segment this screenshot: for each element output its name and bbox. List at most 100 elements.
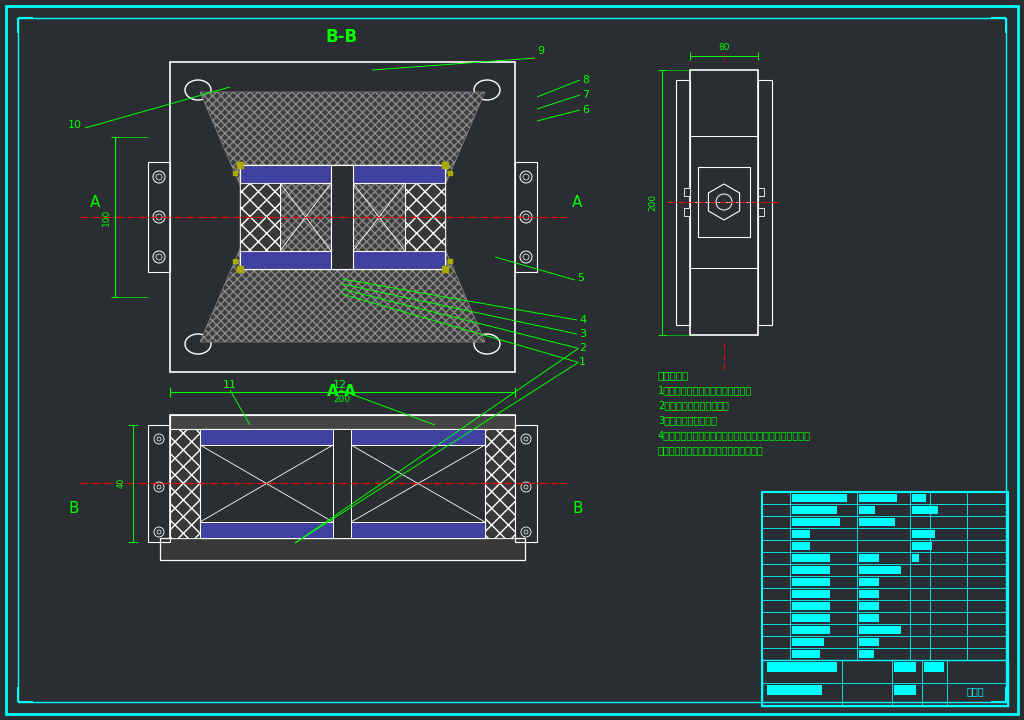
Text: A-A: A-A: [327, 384, 357, 399]
Bar: [200, 429, 485, 538]
Bar: [515, 162, 537, 272]
Text: A: A: [90, 195, 100, 210]
Bar: [170, 415, 515, 429]
Bar: [331, 165, 353, 269]
Bar: [912, 542, 932, 550]
Bar: [148, 425, 170, 542]
Text: 12: 12: [333, 380, 347, 390]
Bar: [894, 662, 916, 672]
Text: 10: 10: [68, 120, 82, 130]
Bar: [690, 70, 758, 335]
Text: 5: 5: [577, 273, 584, 283]
Text: B: B: [572, 501, 583, 516]
Bar: [160, 538, 525, 560]
Text: A: A: [572, 195, 583, 210]
Text: 1、工作缸筒内部装载黏簧支撑体；: 1、工作缸筒内部装载黏簧支撑体；: [658, 385, 753, 395]
Bar: [792, 578, 830, 586]
Bar: [859, 494, 897, 502]
Bar: [280, 183, 331, 251]
Bar: [240, 165, 445, 183]
Bar: [792, 614, 830, 622]
Text: B-B: B-B: [326, 28, 358, 46]
Bar: [353, 183, 406, 251]
Bar: [859, 614, 879, 622]
Text: 200: 200: [648, 194, 657, 210]
Bar: [676, 80, 690, 325]
Text: 80: 80: [718, 43, 730, 52]
Bar: [351, 445, 485, 522]
Bar: [684, 188, 690, 196]
Text: B: B: [68, 501, 79, 516]
Bar: [792, 518, 840, 526]
Bar: [859, 506, 874, 514]
Bar: [792, 602, 830, 610]
Bar: [792, 626, 830, 634]
Text: 3: 3: [579, 329, 586, 339]
Text: 1: 1: [579, 357, 586, 367]
Text: 4: 4: [579, 315, 586, 325]
Bar: [792, 494, 847, 502]
Bar: [859, 626, 901, 634]
Text: 7: 7: [582, 90, 589, 100]
Text: 制图员: 制图员: [967, 686, 984, 696]
Text: 4、工作过程中将磁随时钢接近活塞轴线线性复运动，控制: 4、工作过程中将磁随时钢接近活塞轴线线性复运动，控制: [658, 430, 811, 440]
Bar: [859, 590, 879, 598]
Bar: [792, 566, 830, 574]
Text: 8: 8: [582, 75, 589, 85]
Bar: [792, 542, 810, 550]
Bar: [170, 415, 515, 560]
Bar: [148, 162, 170, 272]
Text: 40: 40: [117, 478, 126, 488]
Bar: [767, 662, 837, 672]
Bar: [762, 660, 1008, 706]
Bar: [698, 167, 750, 237]
Bar: [859, 602, 879, 610]
Bar: [240, 183, 280, 251]
Bar: [200, 522, 485, 538]
Bar: [170, 415, 200, 538]
Polygon shape: [200, 92, 485, 342]
Bar: [859, 638, 879, 646]
Text: 3、活塞上钻导接孔；: 3、活塞上钻导接孔；: [658, 415, 717, 425]
Bar: [912, 530, 935, 538]
Bar: [792, 554, 830, 562]
Text: 6: 6: [582, 105, 589, 115]
Text: 2: 2: [579, 343, 586, 353]
Bar: [240, 165, 445, 269]
Bar: [924, 662, 944, 672]
Text: 100: 100: [102, 208, 111, 225]
Bar: [406, 183, 445, 251]
Bar: [792, 650, 820, 658]
Bar: [894, 685, 916, 695]
Text: 电流大小改变磁液充满浓稠的压力大小。: 电流大小改变磁液充满浓稠的压力大小。: [658, 445, 764, 455]
Bar: [758, 80, 772, 325]
Bar: [200, 445, 333, 522]
Bar: [515, 425, 537, 542]
Bar: [170, 62, 515, 372]
Bar: [792, 506, 837, 514]
Bar: [758, 208, 764, 216]
Text: 2、活塞杆中部卷绕线圈；: 2、活塞杆中部卷绕线圈；: [658, 400, 729, 410]
Bar: [912, 506, 938, 514]
Bar: [240, 251, 445, 269]
Bar: [859, 566, 901, 574]
Bar: [684, 208, 690, 216]
Bar: [859, 650, 874, 658]
Bar: [859, 578, 879, 586]
Bar: [912, 554, 919, 562]
Text: 200: 200: [334, 395, 350, 404]
Bar: [485, 415, 515, 538]
Bar: [333, 429, 351, 538]
Bar: [792, 530, 810, 538]
Text: 技术要求：: 技术要求：: [658, 370, 689, 380]
Text: 9: 9: [537, 46, 544, 56]
Bar: [859, 554, 879, 562]
Bar: [912, 494, 926, 502]
Bar: [859, 518, 895, 526]
Bar: [762, 492, 1008, 706]
Bar: [200, 429, 485, 445]
Bar: [792, 638, 824, 646]
Text: 11: 11: [223, 380, 237, 390]
Bar: [792, 590, 830, 598]
Bar: [758, 188, 764, 196]
